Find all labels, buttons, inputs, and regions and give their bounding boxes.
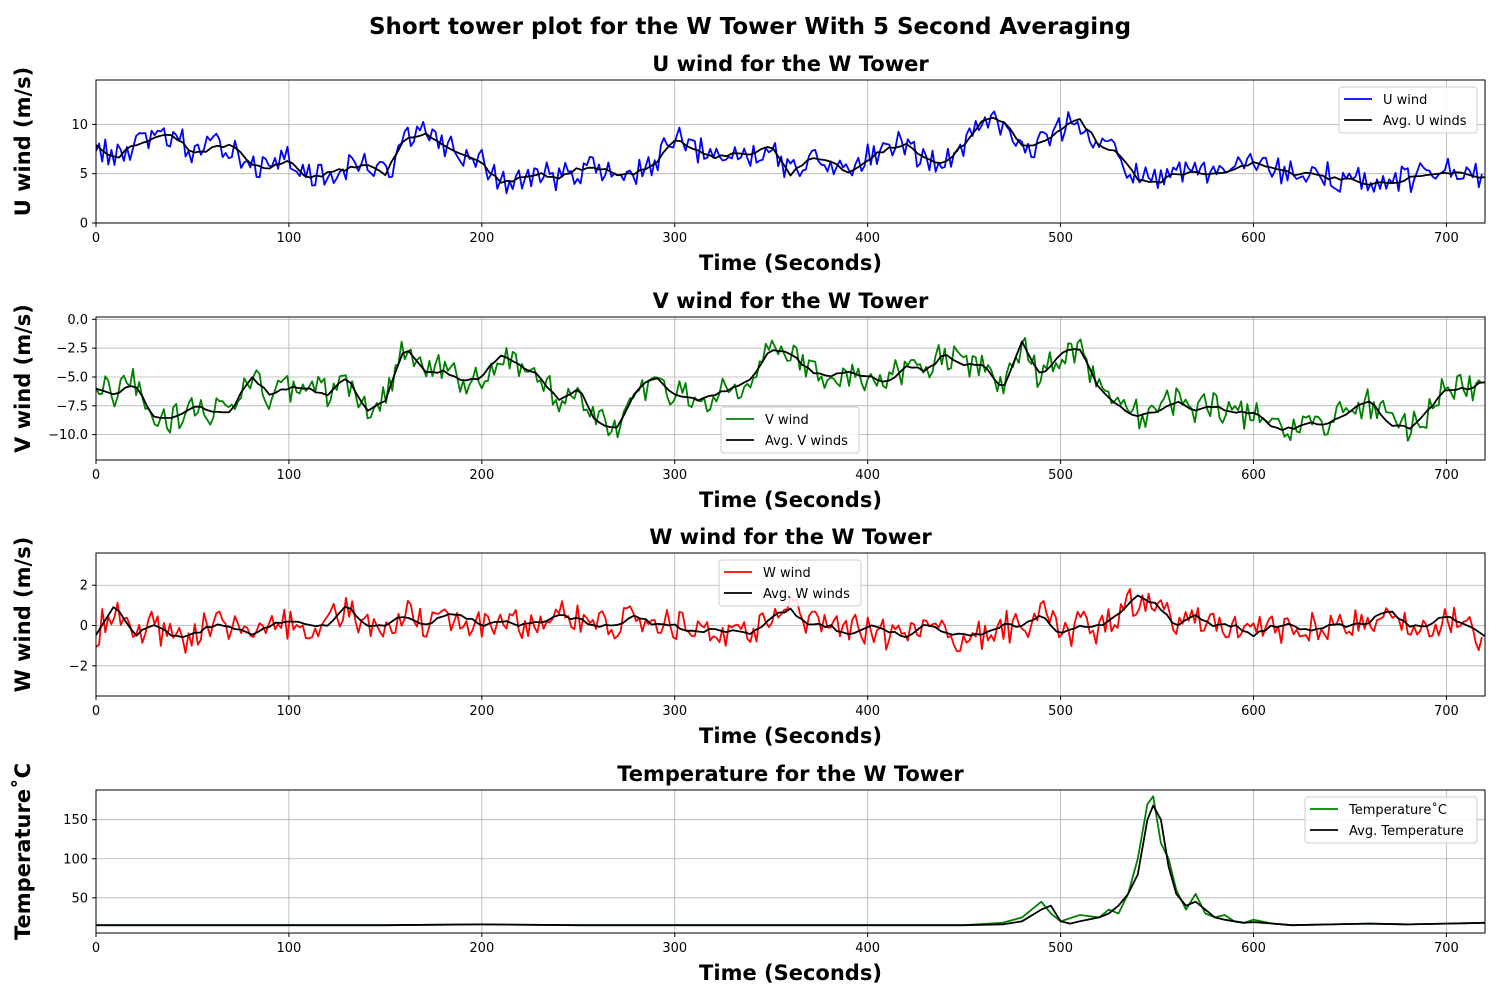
y-tick-label: −2: [69, 659, 88, 674]
x-tick-label: 100: [277, 704, 302, 719]
y-tick-label: 2: [80, 579, 88, 594]
subplot-title: U wind for the W Tower: [652, 52, 929, 76]
legend-label: Avg. Temperature: [1349, 824, 1464, 839]
x-tick-label: 300: [662, 704, 687, 719]
x-tick-label: 700: [1434, 231, 1459, 246]
x-axis-label: Time (Seconds): [699, 251, 882, 275]
x-axis-label: Time (Seconds): [699, 488, 882, 512]
figure-title: Short tower plot for the W Tower With 5 …: [368, 14, 1132, 40]
y-tick-label: −2.5: [56, 342, 88, 357]
y-axis-label: V wind (m/s): [11, 304, 35, 453]
y-tick-label: 10: [71, 118, 88, 133]
x-tick-label: 400: [855, 231, 880, 246]
legend-label: Avg. W winds: [763, 587, 850, 602]
x-tick-label: 200: [469, 704, 494, 719]
x-tick-label: 100: [277, 468, 302, 483]
axes-frame: [95, 789, 1486, 934]
subplot-3: 0 100 200 300 400 500 600 700 2 0 −2 W wind for the…: [11, 525, 1486, 748]
x-axis-label: Time (Seconds): [699, 961, 882, 985]
legend: W wind Avg. W winds: [718, 559, 862, 607]
y-axis-label: W wind (m/s): [11, 537, 35, 693]
legend-label: Avg. U winds: [1383, 114, 1467, 129]
x-tick-label: 0: [92, 468, 100, 483]
y-axis-label: U wind (m/s): [11, 67, 35, 217]
subplot-2: 0 100 200 300 400 500 600 700 0.0 −2.5 −5.0 −7.5 −10…: [11, 289, 1486, 512]
x-tick-label: 200: [469, 468, 494, 483]
legend: U wind Avg. U winds: [1338, 86, 1478, 134]
series-line-1: [96, 337, 1483, 442]
legend-label: W wind: [763, 566, 811, 581]
axes-frame: [95, 79, 1486, 224]
x-axis-label: Time (Seconds): [699, 724, 882, 748]
x-tick-label: 600: [1241, 941, 1266, 956]
legend-label: V wind: [765, 413, 809, 428]
x-tick-label: 700: [1434, 468, 1459, 483]
subplot-title: Temperature for the W Tower: [617, 762, 964, 786]
y-tick-label: −5.0: [56, 370, 88, 385]
x-tick-label: 100: [277, 941, 302, 956]
x-tick-label: 0: [92, 941, 100, 956]
x-tick-label: 600: [1241, 704, 1266, 719]
y-tick-label: 100: [63, 852, 88, 867]
x-tick-label: 500: [1048, 941, 1073, 956]
x-tick-label: 500: [1048, 468, 1073, 483]
x-tick-label: 200: [469, 941, 494, 956]
subplot-4: 0 100 200 300 400 500 600 700 150 100 50 Temperatur…: [11, 762, 1486, 985]
x-tick-label: 300: [662, 231, 687, 246]
legend-box: [1304, 796, 1478, 844]
x-tick-label: 500: [1048, 231, 1073, 246]
series-line-2: [96, 116, 1485, 186]
y-tick-label: 0.0: [67, 313, 88, 328]
subplot-title: V wind for the W Tower: [653, 289, 929, 313]
legend-label: Temperature˚C: [1348, 802, 1447, 818]
legend: Temperature˚C Avg. Temperature: [1304, 796, 1478, 844]
x-tick-label: 200: [469, 231, 494, 246]
subplot-1: 0 100 200 300 400 500 600 700 0 5 10 U wind for the…: [11, 52, 1486, 275]
series-line-2: [96, 804, 1485, 927]
x-tick-label: 400: [855, 704, 880, 719]
y-tick-label: −10.0: [48, 428, 88, 443]
y-axis-label: Temperature˚C: [11, 763, 35, 940]
legend-box: [718, 559, 862, 607]
legend-box: [720, 406, 860, 454]
x-tick-label: 300: [662, 468, 687, 483]
x-tick-label: 400: [855, 468, 880, 483]
legend: V wind Avg. V winds: [720, 406, 860, 454]
series-line-1: [96, 795, 1485, 927]
y-tick-label: −7.5: [56, 399, 88, 414]
x-tick-label: 500: [1048, 704, 1073, 719]
subplot-title: W wind for the W Tower: [649, 525, 932, 549]
y-tick-label: 5: [80, 167, 88, 182]
x-tick-label: 700: [1434, 941, 1459, 956]
axes-frame: [95, 552, 1486, 697]
x-tick-label: 100: [277, 231, 302, 246]
y-tick-label: 0: [80, 619, 88, 634]
series-line-2: [96, 340, 1485, 432]
series-line-1: [96, 110, 1483, 195]
y-tick-label: 50: [71, 891, 88, 906]
x-tick-label: 600: [1241, 468, 1266, 483]
legend-box: [1338, 86, 1478, 134]
x-tick-label: 700: [1434, 704, 1459, 719]
y-tick-label: 150: [63, 813, 88, 828]
axes-frame: [95, 316, 1486, 461]
y-tick-label: 0: [80, 217, 88, 232]
x-tick-label: 400: [855, 941, 880, 956]
x-tick-label: 0: [92, 704, 100, 719]
legend-label: Avg. V winds: [765, 434, 848, 449]
x-tick-label: 300: [662, 941, 687, 956]
series-line-2: [96, 594, 1485, 639]
legend-label: U wind: [1383, 93, 1427, 108]
x-tick-label: 0: [92, 231, 100, 246]
x-tick-label: 600: [1241, 231, 1266, 246]
